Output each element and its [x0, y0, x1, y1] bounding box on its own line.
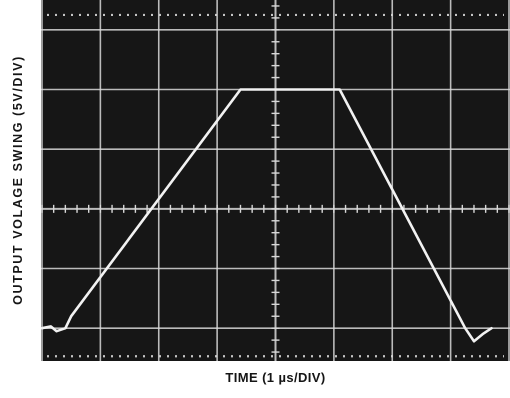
trace-point: [490, 327, 493, 329]
trace-point: [49, 325, 52, 328]
trace-point: [473, 340, 475, 343]
trace-point: [481, 333, 484, 335]
trace-point: [41, 327, 43, 329]
trace-point: [55, 330, 58, 332]
trace-point: [239, 88, 242, 91]
trace-layer: [41, 88, 493, 343]
trace-point: [70, 315, 72, 318]
trace-point: [464, 327, 467, 329]
y-axis-label: OUTPUT VOLAGE SWING (5V/DIV): [11, 55, 25, 305]
x-axis-label: TIME (1 µs/DIV): [225, 370, 326, 385]
trace-point: [64, 327, 67, 329]
y-axis-label-area: OUTPUT VOLAGE SWING (5V/DIV): [0, 0, 36, 361]
oscilloscope-screen: [41, 0, 510, 361]
trace-point: [338, 88, 341, 91]
